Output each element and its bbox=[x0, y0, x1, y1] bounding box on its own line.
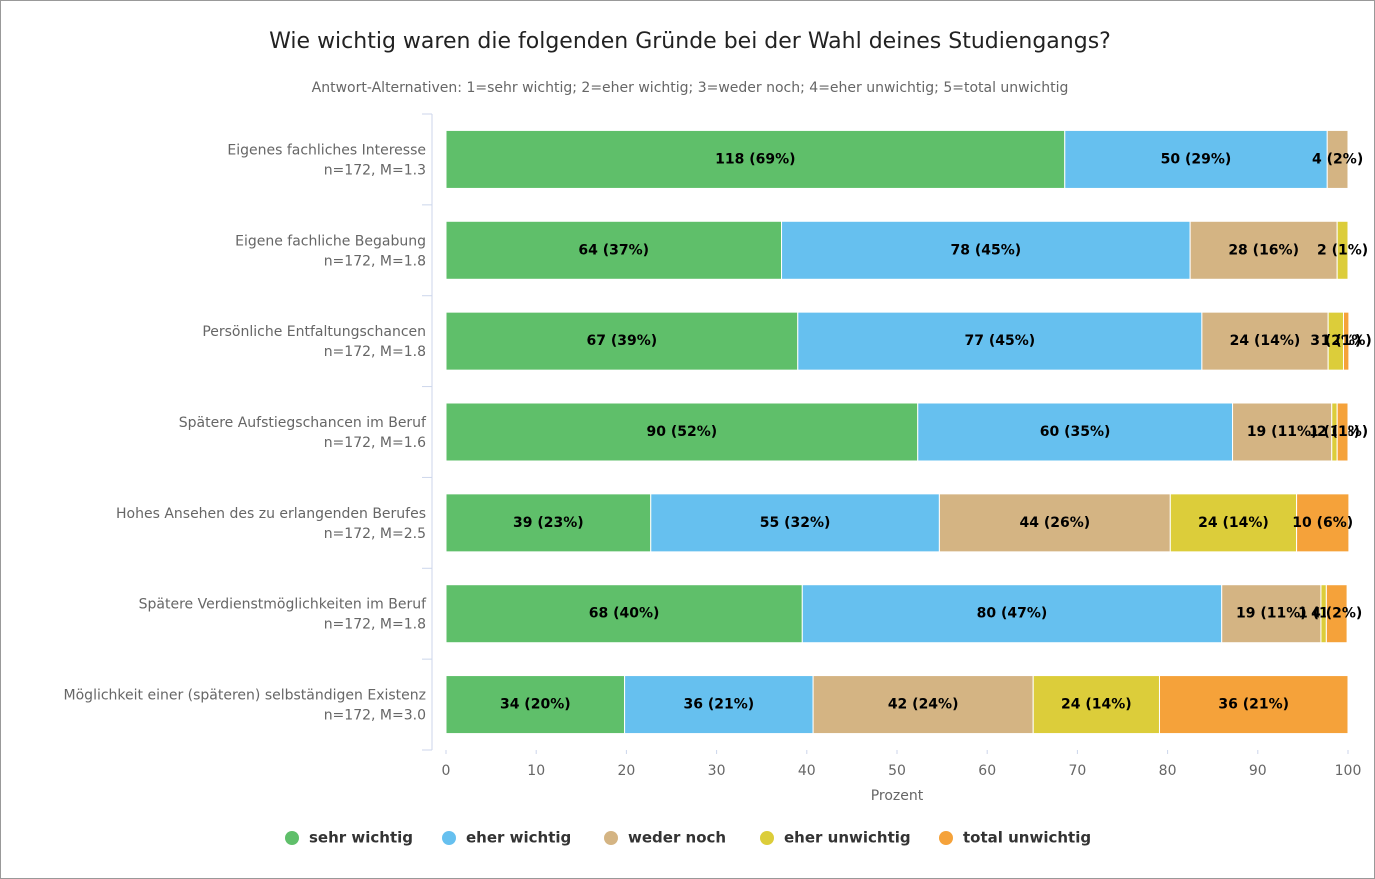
data-label: 55 (32%) bbox=[760, 515, 831, 531]
data-label: 24 (14%) bbox=[1230, 333, 1301, 349]
category-label: Hohes Ansehen des zu erlangenden Berufes bbox=[116, 506, 426, 522]
legend-marker bbox=[604, 831, 618, 845]
category-note: n=172, M=1.8 bbox=[324, 617, 426, 633]
data-label: 36 (21%) bbox=[684, 697, 755, 713]
legend-label: sehr wichtig bbox=[309, 829, 413, 847]
data-label: 2 (1%) bbox=[1317, 424, 1368, 440]
bar-segment bbox=[1189, 220, 1338, 280]
legend-marker bbox=[285, 831, 299, 845]
x-tick-label: 0 bbox=[442, 763, 451, 779]
data-label: 77 (45%) bbox=[964, 333, 1035, 349]
bar-segment bbox=[445, 493, 652, 553]
data-label: 1 (1%) bbox=[1321, 333, 1372, 349]
legend-marker bbox=[442, 831, 456, 845]
bar-segment bbox=[1201, 311, 1329, 371]
data-label: 118 (69%) bbox=[715, 151, 795, 167]
category-label: Eigenes fachliches Interesse bbox=[227, 142, 426, 158]
data-label: 34 (20%) bbox=[500, 697, 571, 713]
data-label: 2 (1%) bbox=[1317, 242, 1368, 258]
bar-segment bbox=[1326, 129, 1349, 189]
category-label: Spätere Verdienstmöglichkeiten im Beruf bbox=[139, 597, 427, 613]
legend-label: total unwichtig bbox=[963, 829, 1091, 847]
bar-segment bbox=[445, 220, 783, 280]
data-label: 24 (14%) bbox=[1061, 697, 1132, 713]
bar-segment bbox=[938, 493, 1171, 553]
x-tick-label: 100 bbox=[1335, 763, 1362, 779]
bar-segment bbox=[1032, 675, 1160, 735]
data-label: 64 (37%) bbox=[578, 242, 649, 258]
legend-label: eher unwichtig bbox=[784, 829, 911, 847]
chart-subtitle: Antwort-Alternativen: 1=sehr wichtig; 2=… bbox=[312, 80, 1069, 96]
x-tick-label: 80 bbox=[1159, 763, 1177, 779]
data-label: 44 (26%) bbox=[1020, 515, 1091, 531]
bar-segment bbox=[1232, 402, 1333, 462]
x-tick-label: 60 bbox=[978, 763, 996, 779]
data-label: 19 (11%) bbox=[1247, 424, 1318, 440]
x-axis-label: Prozent bbox=[871, 788, 924, 804]
x-tick-label: 20 bbox=[617, 763, 635, 779]
x-tick-label: 10 bbox=[527, 763, 545, 779]
bar-segment bbox=[917, 402, 1234, 462]
category-note: n=172, M=1.8 bbox=[324, 253, 426, 269]
bar-segment bbox=[1221, 584, 1322, 644]
category-note: n=172, M=1.3 bbox=[324, 162, 426, 178]
chart-title: Wie wichtig waren die folgenden Gründe b… bbox=[269, 29, 1111, 54]
data-label: 42 (24%) bbox=[888, 697, 959, 713]
x-tick-label: 30 bbox=[708, 763, 726, 779]
bar-segment bbox=[1064, 129, 1328, 189]
bar-segment bbox=[1336, 220, 1349, 280]
bar-segment bbox=[1342, 311, 1350, 371]
data-label: 60 (35%) bbox=[1040, 424, 1111, 440]
bar-segment bbox=[650, 493, 940, 553]
bar-segment bbox=[781, 220, 1191, 280]
bar-segment bbox=[1158, 675, 1349, 735]
category-label: Persönliche Entfaltungschancen bbox=[202, 324, 426, 340]
bar-segment bbox=[445, 129, 1066, 189]
bar-segment bbox=[1296, 493, 1350, 553]
data-label: 68 (40%) bbox=[589, 606, 660, 622]
bar-segment bbox=[797, 311, 1203, 371]
x-tick-label: 70 bbox=[1068, 763, 1086, 779]
legend-label: weder noch bbox=[628, 829, 726, 847]
category-label: Eigene fachliche Begabung bbox=[235, 233, 426, 249]
x-tick-label: 40 bbox=[798, 763, 816, 779]
bar-segment bbox=[445, 402, 919, 462]
data-label: 4 (2%) bbox=[1311, 606, 1362, 622]
x-tick-label: 90 bbox=[1249, 763, 1267, 779]
bar-segment bbox=[624, 675, 814, 735]
data-label: 36 (21%) bbox=[1218, 697, 1289, 713]
category-label: Möglichkeit einer (späteren) selbständig… bbox=[64, 688, 426, 704]
data-label: 80 (47%) bbox=[977, 606, 1048, 622]
data-label: 50 (29%) bbox=[1161, 151, 1232, 167]
data-label: 28 (16%) bbox=[1228, 242, 1299, 258]
bar-segment bbox=[801, 584, 1223, 644]
category-note: n=172, M=3.0 bbox=[324, 708, 426, 724]
legend-label: eher wichtig bbox=[466, 829, 571, 847]
category-note: n=172, M=1.8 bbox=[324, 344, 426, 360]
data-label: 90 (52%) bbox=[647, 424, 718, 440]
bar-segment bbox=[445, 311, 799, 371]
bar-segment bbox=[1325, 584, 1348, 644]
data-label: 78 (45%) bbox=[951, 242, 1022, 258]
category-label: Spätere Aufstiegschancen im Beruf bbox=[179, 415, 427, 431]
data-label: 4 (2%) bbox=[1312, 151, 1363, 167]
bar-segment bbox=[812, 675, 1034, 735]
category-note: n=172, M=1.6 bbox=[324, 435, 426, 451]
category-note: n=172, M=2.5 bbox=[324, 526, 426, 542]
data-label: 10 (6%) bbox=[1292, 515, 1353, 531]
bar-segment bbox=[445, 584, 803, 644]
legend-marker bbox=[939, 831, 953, 845]
legend-marker bbox=[760, 831, 774, 845]
data-label: 67 (39%) bbox=[587, 333, 658, 349]
bar-segment bbox=[1336, 402, 1349, 462]
data-label: 39 (23%) bbox=[513, 515, 584, 531]
data-label: 24 (14%) bbox=[1198, 515, 1269, 531]
x-tick-label: 50 bbox=[888, 763, 906, 779]
data-label: 19 (11%) bbox=[1236, 606, 1307, 622]
